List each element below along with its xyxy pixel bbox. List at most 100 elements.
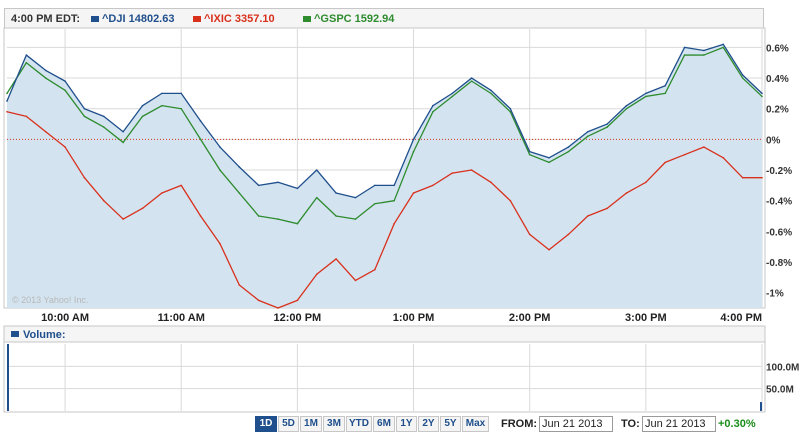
data-point-ixic <box>374 268 376 271</box>
data-point-gspc <box>393 199 395 202</box>
data-point-gspc <box>528 153 531 156</box>
data-point-dji <box>606 123 608 125</box>
x-tick-label: 12:00 PM <box>274 312 322 324</box>
data-point-ixic <box>509 199 512 202</box>
data-point-ixic <box>625 192 628 194</box>
data-point-gspc <box>238 192 241 194</box>
range-5d-button[interactable]: 5D <box>278 416 299 432</box>
chart-canvas[interactable]: 0.6% 0.4% 0.2% 0% -0.2% -0.4% -0.6% -0.8% -1% 10… <box>0 0 810 416</box>
data-point-ixic <box>238 284 241 286</box>
data-point-gspc <box>374 202 376 205</box>
data-point-dji <box>277 181 279 184</box>
legend-dji[interactable]: ^DJI 14802.63 <box>91 13 174 25</box>
y-tick-label: 0.4% <box>766 74 789 85</box>
data-point-gspc <box>548 161 550 164</box>
data-point-gspc <box>664 92 667 95</box>
legend-gspc[interactable]: ^GSPC 1592.94 <box>303 13 394 25</box>
data-point-ixic <box>451 172 454 174</box>
data-point-ixic <box>761 176 763 179</box>
data-point-gspc <box>470 80 473 82</box>
data-point-gspc <box>683 54 686 56</box>
legend-swatch-ixic <box>193 16 201 23</box>
data-point-dji <box>102 115 105 118</box>
data-point-ixic <box>141 207 144 210</box>
range-3m-button[interactable]: 3M <box>323 416 345 432</box>
range-1m-button[interactable]: 1M <box>300 416 322 432</box>
data-point-dji <box>683 46 686 49</box>
data-point-gspc <box>83 115 86 118</box>
data-point-ixic <box>6 110 8 113</box>
data-point-ixic <box>586 215 589 217</box>
legend-ixic[interactable]: ^IXIC 3357.10 <box>193 13 275 25</box>
data-point-ixic <box>567 233 570 236</box>
volume-tick-label: 100.0M <box>766 362 799 373</box>
data-point-dji <box>141 104 144 107</box>
data-point-ixic <box>161 192 163 194</box>
data-point-ixic <box>432 184 434 187</box>
volume-header <box>3 325 766 343</box>
legend-label-dji: ^DJI 14802.63 <box>102 13 175 25</box>
data-point-gspc <box>102 126 105 128</box>
data-point-ixic <box>335 258 337 260</box>
volume-tick-label: 50.0M <box>766 385 794 396</box>
data-point-dji <box>296 187 299 190</box>
legend-label-ixic: ^IXIC 3357.10 <box>204 13 275 25</box>
chart-header: 4:00 PM EDT: ^DJI 14802.63 ^IXIC 3357.10… <box>4 8 764 29</box>
range-2y-button[interactable]: 2Y <box>418 416 439 432</box>
data-point-dji <box>180 92 183 95</box>
data-point-dji <box>374 184 376 187</box>
y-tick-label: -0.6% <box>766 227 792 238</box>
data-point-ixic <box>296 299 299 302</box>
data-point-gspc <box>645 95 647 98</box>
data-point-dji <box>451 92 454 95</box>
data-point-dji <box>238 166 241 168</box>
data-point-dji <box>528 150 531 153</box>
from-date-input[interactable]: Jun 21 2013 <box>539 416 613 432</box>
data-point-dji <box>393 184 395 187</box>
volume-label: Volume: <box>23 329 66 341</box>
range-max-button[interactable]: Max <box>462 416 489 432</box>
data-point-dji <box>6 100 8 102</box>
to-label: TO: <box>621 418 640 430</box>
range-ytd-button[interactable]: YTD <box>346 416 372 432</box>
data-point-dji <box>722 43 725 46</box>
volume-bar <box>760 402 762 411</box>
data-point-ixic <box>645 181 647 184</box>
data-point-dji <box>586 130 589 133</box>
data-point-dji <box>64 80 66 82</box>
timestamp-label: 4:00 PM EDT: <box>11 13 81 25</box>
range-6m-button[interactable]: 6M <box>373 416 395 432</box>
data-point-gspc <box>586 135 589 138</box>
series-line-gspc <box>6 46 763 225</box>
data-point-ixic <box>606 207 608 210</box>
data-point-gspc <box>335 215 337 217</box>
data-point-ixic <box>25 115 28 118</box>
data-point-gspc <box>354 218 357 220</box>
data-point-dji <box>219 146 221 148</box>
range-1y-button[interactable]: 1Y <box>396 416 417 432</box>
range-1d-button[interactable]: 1D <box>255 416 277 432</box>
data-point-ixic <box>664 161 667 164</box>
data-point-dji <box>257 184 260 187</box>
data-point-dji <box>548 156 550 159</box>
y-tick-label: -0.2% <box>766 166 792 177</box>
data-point-ixic <box>102 199 105 202</box>
data-point-gspc <box>412 150 415 153</box>
range-5y-button[interactable]: 5Y <box>440 416 461 432</box>
y-tick-label: 0% <box>766 135 781 146</box>
legend-swatch-dji <box>91 16 99 23</box>
change-percent: +0.30% <box>718 418 756 430</box>
data-point-gspc <box>219 169 221 171</box>
volume-swatch <box>11 331 19 337</box>
from-label: FROM: <box>501 418 538 430</box>
data-point-ixic <box>257 299 260 302</box>
data-point-dji <box>432 104 434 107</box>
y-tick-label: -1% <box>766 289 784 300</box>
data-point-gspc <box>741 77 744 79</box>
data-point-gspc <box>277 218 279 220</box>
data-point-dji <box>315 169 318 171</box>
data-point-gspc <box>625 107 628 110</box>
data-point-dji <box>703 49 705 52</box>
to-date-input[interactable]: Jun 21 2013 <box>642 416 716 432</box>
data-point-gspc <box>490 92 492 95</box>
